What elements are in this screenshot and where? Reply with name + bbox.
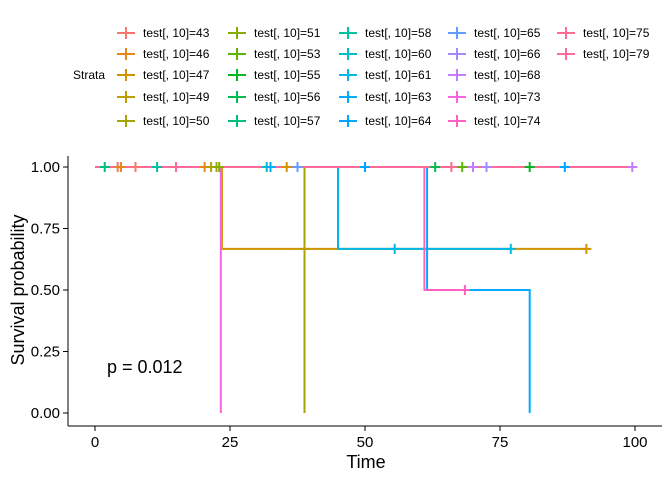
legend-item: test[, 10]=61 xyxy=(339,68,432,82)
legend-label: test[, 10]=61 xyxy=(365,68,432,82)
censor-mark-9 xyxy=(100,162,110,172)
legend-item: test[, 10]=47 xyxy=(117,68,210,82)
legend-label: test[, 10]=50 xyxy=(143,114,210,128)
y-axis-title: Survival probability xyxy=(8,214,28,365)
y-ticks: 0.00 0.25 0.50 0.75 1.00 xyxy=(31,159,68,422)
legend-item: test[, 10]=46 xyxy=(117,47,210,61)
censor-mark-2 xyxy=(581,244,591,254)
y-tick-label: 0.00 xyxy=(31,405,60,422)
y-tick-label: 0.75 xyxy=(31,221,60,238)
legend: Strata test[, 10]=43 test[, 10]=46 test[, … xyxy=(73,26,650,128)
legend-item: test[, 10]=60 xyxy=(339,47,432,61)
survival-curve-12 xyxy=(95,167,511,249)
censor-mark-12 xyxy=(506,244,516,254)
x-tick-label: 100 xyxy=(622,434,647,451)
legend-label: test[, 10]=53 xyxy=(254,47,321,61)
censor-mark-21 xyxy=(171,162,181,172)
legend-item: test[, 10]=68 xyxy=(448,68,541,82)
x-tick-label: 75 xyxy=(492,434,509,451)
legend-item: test[, 10]=66 xyxy=(448,47,541,61)
legend-label: test[, 10]=68 xyxy=(474,68,541,82)
x-tick-label: 0 xyxy=(91,434,99,451)
censor-mark-2 xyxy=(282,162,292,172)
legend-label: test[, 10]=73 xyxy=(474,90,541,104)
censor-mark-15 xyxy=(293,162,303,172)
censor-mark-6 xyxy=(457,162,467,172)
legend-label: test[, 10]=55 xyxy=(254,68,321,82)
legend-label: test[, 10]=74 xyxy=(474,114,541,128)
legend-item: test[, 10]=49 xyxy=(117,90,210,104)
legend-item: test[, 10]=51 xyxy=(228,26,321,40)
censor-mark-8 xyxy=(430,162,440,172)
legend-label: test[, 10]=60 xyxy=(365,47,432,61)
y-tick-label: 0.25 xyxy=(31,344,60,361)
legend-label: test[, 10]=79 xyxy=(583,47,650,61)
censor-mark-14 xyxy=(360,162,370,172)
censor-marks xyxy=(100,162,638,295)
axes: 0 25 50 75 100 0.00 0.25 0.50 0.75 1.00 xyxy=(31,156,662,451)
legend-label: test[, 10]=66 xyxy=(474,47,541,61)
legend-item: test[, 10]=73 xyxy=(448,90,541,104)
legend-item: test[, 10]=53 xyxy=(228,47,321,61)
legend-label: test[, 10]=58 xyxy=(365,26,432,40)
censor-mark-19 xyxy=(460,285,470,295)
legend-item: test[, 10]=57 xyxy=(228,114,321,128)
legend-item: test[, 10]=58 xyxy=(339,26,432,40)
censor-mark-17 xyxy=(468,162,478,172)
legend-title: Strata xyxy=(73,68,105,82)
legend-label: test[, 10]=65 xyxy=(474,26,541,40)
legend-item: test[, 10]=56 xyxy=(228,90,321,104)
legend-label: test[, 10]=57 xyxy=(254,114,321,128)
legend-label: test[, 10]=46 xyxy=(143,47,210,61)
legend-label: test[, 10]=75 xyxy=(583,26,650,40)
censor-mark-17 xyxy=(627,162,637,172)
x-ticks: 0 25 50 75 100 xyxy=(91,426,648,451)
legend-item: test[, 10]=64 xyxy=(339,114,432,128)
censor-mark-10 xyxy=(152,162,162,172)
legend-label: test[, 10]=43 xyxy=(143,26,210,40)
legend-label: test[, 10]=51 xyxy=(254,26,321,40)
x-axis-title: Time xyxy=(346,452,385,472)
survival-curve-19 xyxy=(95,167,465,290)
legend-item: test[, 10]=79 xyxy=(557,47,650,61)
legend-item: test[, 10]=74 xyxy=(448,114,541,128)
legend-item: test[, 10]=65 xyxy=(448,26,541,40)
x-tick-label: 50 xyxy=(357,434,374,451)
legend-item: test[, 10]=63 xyxy=(339,90,432,104)
censor-mark-14 xyxy=(560,162,570,172)
censor-mark-3 xyxy=(300,244,310,254)
y-tick-label: 0.50 xyxy=(31,282,60,299)
legend-item: test[, 10]=75 xyxy=(557,26,650,40)
legend-label: test[, 10]=56 xyxy=(254,90,321,104)
legend-label: test[, 10]=63 xyxy=(365,90,432,104)
survival-curve-2 xyxy=(95,167,586,249)
legend-label: test[, 10]=64 xyxy=(365,114,432,128)
censor-mark-12 xyxy=(390,244,400,254)
x-tick-label: 25 xyxy=(222,434,239,451)
legend-item: test[, 10]=55 xyxy=(228,68,321,82)
p-value-annotation: p = 0.012 xyxy=(107,357,183,377)
censor-mark-0 xyxy=(131,162,141,172)
legend-item: test[, 10]=50 xyxy=(117,114,210,128)
censor-mark-7 xyxy=(525,162,535,172)
legend-label: test[, 10]=49 xyxy=(143,90,210,104)
y-tick-label: 1.00 xyxy=(31,159,60,176)
legend-label: test[, 10]=47 xyxy=(143,68,210,82)
legend-item: test[, 10]=43 xyxy=(117,26,210,40)
censor-mark-16 xyxy=(482,162,492,172)
censor-mark-20 xyxy=(446,162,456,172)
